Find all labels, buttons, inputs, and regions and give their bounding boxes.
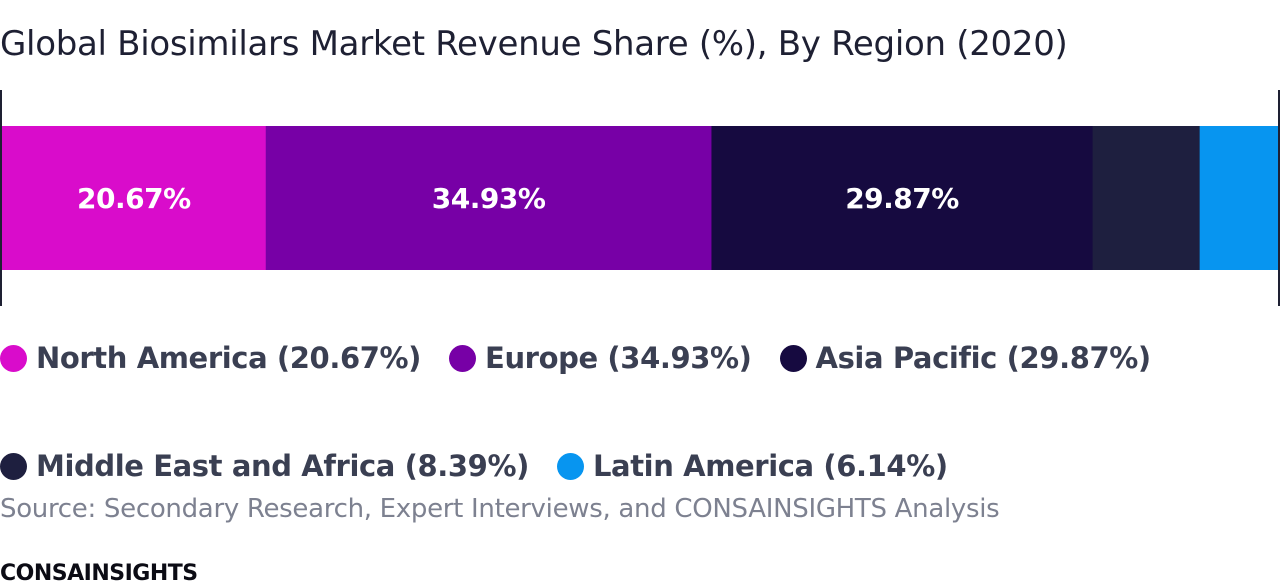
legend-item-latin-america: Latin America (6.14%): [556, 448, 948, 484]
bar-segment-europe: [265, 126, 712, 270]
data-label-europe: 34.93%: [432, 182, 546, 215]
axis-right-line: [1278, 90, 1280, 306]
legend-item-middle-east-and-africa: Middle East and Africa (8.39%): [0, 448, 529, 484]
legend-swatch-icon: [449, 344, 477, 372]
chart-title: Global Biosimilars Market Revenue Share …: [0, 24, 1068, 64]
legend-label: Middle East and Africa (8.39%): [36, 449, 529, 483]
chart-legend: North America (20.67%) Europe (34.93%) Asi…: [0, 340, 1280, 484]
legend-label: Europe (34.93%): [485, 341, 752, 375]
legend-item-north-america: North America (20.67%): [0, 340, 421, 376]
bar-segment-latin-america: [1199, 126, 1278, 270]
brand-logo-text: CONSAINSIGHTS: [0, 561, 198, 586]
legend-label: Latin America (6.14%): [592, 449, 948, 483]
legend-swatch-icon: [779, 344, 807, 372]
bar-segment-north-america: [2, 126, 267, 270]
source-note: Source: Secondary Research, Expert Inter…: [0, 494, 1000, 524]
legend-swatch-icon: [0, 452, 27, 480]
stacked-bar-chart: 20.67% 34.93% 29.87%: [2, 126, 1278, 270]
legend-swatch-icon: [0, 344, 27, 372]
legend-swatch-icon: [556, 452, 584, 480]
legend-item-europe: Europe (34.93%): [449, 340, 752, 376]
data-label-asia-pacific: 29.87%: [845, 182, 959, 215]
legend-label: Asia Pacific (29.87%): [815, 341, 1152, 375]
axis-left-line: [0, 90, 2, 306]
bar-segment-middle-east-and-africa: [1092, 126, 1201, 270]
legend-item-asia-pacific: Asia Pacific (29.87%): [779, 340, 1152, 376]
bar-segment-asia-pacific: [711, 126, 1094, 270]
legend-label: North America (20.67%): [36, 341, 422, 375]
data-label-north-america: 20.67%: [77, 182, 191, 215]
